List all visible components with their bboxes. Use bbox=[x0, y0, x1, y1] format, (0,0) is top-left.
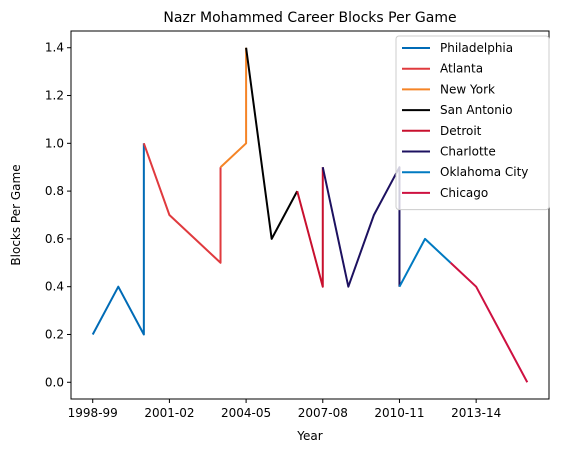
series-line bbox=[142, 142, 222, 264]
x-axis: 1998-99 2001-02 2004-05 2007-08 2010-11 2013-… bbox=[68, 399, 501, 420]
legend-label: Detroit bbox=[440, 124, 482, 138]
legend-label: Charlotte bbox=[440, 145, 496, 159]
y-tick-label: 0.4 bbox=[45, 280, 64, 294]
y-tick-label: 1.4 bbox=[45, 41, 64, 55]
x-tick-label: 2004-05 bbox=[221, 406, 271, 420]
series-line bbox=[321, 166, 401, 288]
y-axis: 0.0 0.2 0.4 0.6 0.8 1.0 1.2 1.4 bbox=[45, 41, 71, 389]
plot-area bbox=[91, 47, 529, 383]
legend-label: San Antonio bbox=[440, 103, 513, 117]
y-tick-label: 0.8 bbox=[45, 184, 64, 198]
series-line bbox=[449, 262, 529, 383]
x-tick-label: 1998-99 bbox=[68, 406, 118, 420]
legend-label: Chicago bbox=[440, 186, 488, 200]
series-line bbox=[398, 237, 452, 288]
y-tick-label: 0.0 bbox=[45, 375, 64, 389]
legend-label: Oklahoma City bbox=[440, 165, 528, 179]
y-axis-label: Blocks Per Game bbox=[9, 164, 23, 265]
legend-box bbox=[395, 35, 550, 211]
plot-frame bbox=[70, 30, 550, 400]
chart-title: Nazr Mohammed Career Blocks Per Game bbox=[163, 10, 456, 26]
x-tick-label: 2013-14 bbox=[451, 406, 501, 420]
y-tick-label: 1.2 bbox=[45, 89, 64, 103]
y-tick-label: 0.2 bbox=[45, 327, 64, 341]
legend-label: New York bbox=[440, 82, 495, 96]
legend: Philadelphia Atlanta New York San Antonio De… bbox=[395, 35, 550, 211]
series-line bbox=[219, 47, 248, 168]
legend-label: Philadelphia bbox=[440, 41, 513, 55]
x-tick-label: 2010-11 bbox=[374, 406, 424, 420]
x-axis-label: Year bbox=[296, 429, 322, 443]
x-tick-label: 2007-08 bbox=[298, 406, 348, 420]
y-tick-label: 0.6 bbox=[45, 232, 64, 246]
series-line bbox=[245, 47, 299, 240]
series-line bbox=[296, 167, 324, 288]
legend-label: Atlanta bbox=[440, 62, 483, 76]
series-line bbox=[91, 143, 145, 336]
y-tick-label: 1.0 bbox=[45, 136, 64, 150]
x-tick-label: 2001-02 bbox=[144, 406, 194, 420]
